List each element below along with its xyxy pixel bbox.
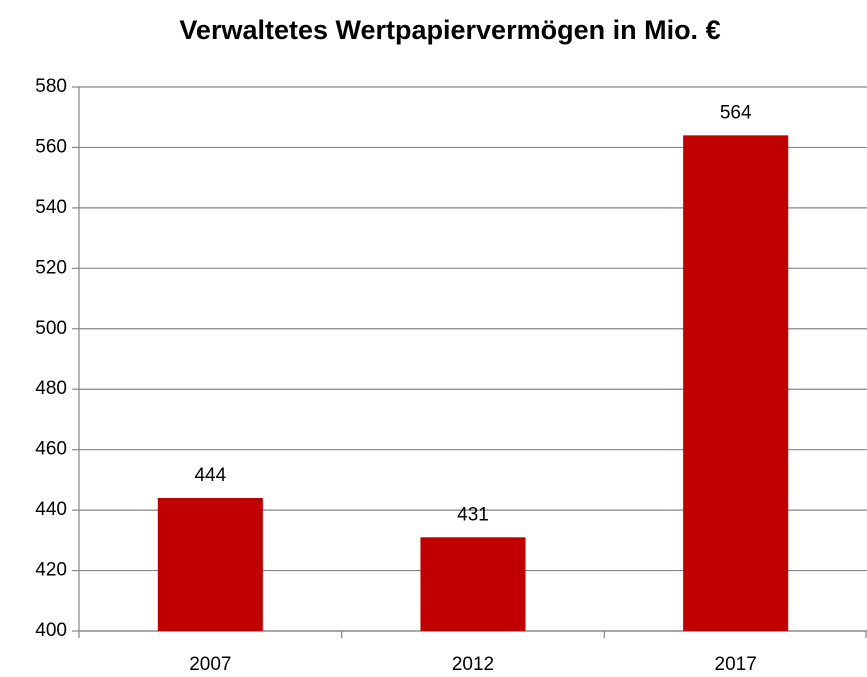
y-tick-label: 560: [35, 136, 67, 157]
bar: [157, 498, 263, 631]
y-tick-label: 520: [35, 257, 67, 278]
bar: [683, 135, 789, 631]
x-tick-label: 2017: [715, 654, 757, 675]
bar: [420, 537, 526, 631]
data-label: 444: [194, 465, 226, 486]
y-tick-label: 500: [35, 318, 67, 339]
x-tick-label: 2007: [189, 654, 231, 675]
chart-title: Verwaltetes Wertpapiervermögen in Mio. €: [179, 15, 720, 45]
x-tick-label: 2012: [452, 654, 494, 675]
y-tick-label: 400: [35, 620, 67, 641]
y-tick-label: 580: [35, 76, 67, 97]
y-tick-label: 440: [35, 499, 67, 520]
y-tick-label: 540: [35, 197, 67, 218]
y-tick-label: 480: [35, 378, 67, 399]
y-tick-label: 420: [35, 560, 67, 581]
data-label: 431: [457, 504, 489, 525]
y-tick-label: 460: [35, 439, 67, 460]
data-label: 564: [720, 102, 752, 123]
